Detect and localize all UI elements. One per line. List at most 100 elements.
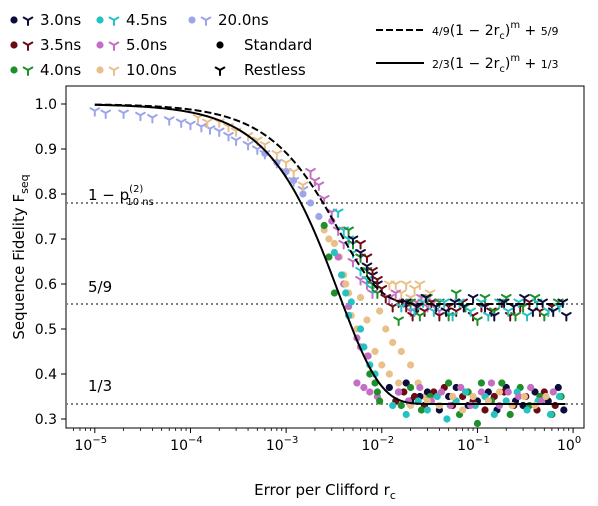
point-standard-5.0ns-140	[495, 401, 504, 410]
point-standard-10.0ns-31	[363, 316, 371, 324]
ref-label-p10ns: 1 − p(2) 10 ns	[88, 184, 154, 208]
point-standard-10.0ns-32	[371, 347, 379, 356]
point-standard-20.0ns-5	[306, 199, 315, 207]
point-restless-4.0ns-111	[450, 289, 462, 299]
point-standard-10.0ns-8	[325, 235, 333, 243]
point-restless-3.5ns-61	[355, 240, 366, 250]
point-restless-3.0ns-154	[547, 307, 559, 317]
point-restless-3.0ns-56	[347, 235, 359, 245]
point-restless-10.0ns-28	[271, 150, 283, 160]
x-tick-label-5: 100	[557, 435, 581, 454]
point-restless-20.0ns-10	[213, 127, 225, 137]
point-restless-4.5ns-122	[395, 303, 407, 313]
y-tick-label-5: 0.8	[35, 187, 57, 203]
y-tick-label-1: 0.4	[35, 367, 57, 383]
point-restless-3.0ns-141	[420, 294, 432, 304]
point-standard-3.5ns-87	[481, 406, 489, 414]
point-standard-10.0ns-149	[449, 392, 457, 401]
ref-label-5-9: 5/9	[88, 278, 112, 296]
y-tick-label-4: 0.7	[35, 232, 57, 248]
legend-label-4.0ns: 4.0ns	[40, 61, 81, 79]
point-standard-10.0ns-148	[435, 401, 443, 410]
point-standard-4.5ns-123	[490, 410, 498, 419]
point-standard-10.0ns-152	[484, 397, 492, 405]
point-standard-4.5ns-19	[337, 271, 346, 279]
point-restless-5.0ns-32	[305, 168, 316, 178]
x-tick-label-0: 10−5	[75, 435, 108, 454]
point-restless-10.0ns-30	[288, 168, 300, 178]
legend-dot-10.0ns	[96, 66, 104, 74]
point-restless-4.5ns-133	[502, 307, 514, 317]
point-restless-3.0ns-144	[449, 298, 461, 308]
legend-formula-dashed: 4/9(1 − 2rc)m + 5/9	[432, 20, 558, 42]
point-restless-20.0ns-11	[223, 132, 234, 142]
legend-label-4.5ns: 4.5ns	[126, 11, 167, 29]
point-standard-10.0ns-34	[385, 370, 393, 378]
y-tick-label-2: 0.5	[35, 322, 57, 338]
legend-dot-4.5ns	[96, 16, 104, 24]
legend-label-10.0ns: 10.0ns	[126, 61, 177, 79]
point-restless-3.0ns-152	[527, 307, 539, 317]
point-restless-3.0ns-139	[400, 298, 412, 308]
point-standard-3.0ns-77	[560, 406, 568, 414]
x-tick-label-4: 10−1	[457, 435, 490, 454]
point-restless-3.0ns-143	[440, 307, 452, 317]
y-tick-label-7: 1.0	[35, 97, 57, 113]
point-standard-4.5ns-54	[356, 325, 365, 333]
point-restless-20.0ns-4	[147, 114, 158, 124]
point-restless-10.0ns-29	[280, 159, 292, 169]
point-standard-4.5ns-21	[347, 298, 355, 306]
legend-dot-3.5ns	[10, 41, 18, 49]
point-restless-3.0ns-58	[361, 262, 373, 272]
point-restless-20.0ns-0	[89, 107, 101, 117]
point-restless-3.0ns-156	[560, 312, 572, 322]
point-restless-3.0ns-149	[498, 298, 510, 308]
point-standard-10.0ns-156	[531, 401, 539, 410]
point-restless-10.0ns-72	[414, 280, 426, 290]
point-restless-20.0ns-7	[185, 120, 196, 131]
point-standard-10.0ns-25	[342, 280, 350, 288]
point-restless-3.0ns-146	[467, 294, 479, 304]
point-standard-5.0ns-135	[446, 401, 454, 410]
point-standard-4.5ns-20	[342, 289, 350, 297]
point-restless-3.5ns-63	[367, 267, 378, 277]
point-standard-10.0ns-37	[382, 325, 390, 333]
legend-tri-5.0ns	[108, 41, 120, 51]
point-restless-4.5ns-135	[521, 312, 533, 322]
legend: 3.0ns 3.5ns 4.0ns 4.5ns 5.0ns 10.0ns 20.0ns Sta…	[10, 11, 558, 79]
y-axis-label: Sequence Fidelity Fseq	[10, 174, 31, 339]
legend-label-20.0ns: 20.0ns	[218, 11, 269, 29]
legend-label-restless: Restless	[244, 61, 306, 79]
legend-label-5.0ns: 5.0ns	[126, 36, 167, 54]
point-standard-4.5ns-114	[402, 410, 410, 419]
point-restless-4.0ns-105	[393, 316, 404, 326]
point-standard-4.0ns-106	[498, 379, 506, 387]
point-standard-5.0ns-48	[364, 352, 372, 360]
point-standard-4.0ns-23	[325, 253, 333, 261]
legend-label-standard: Standard	[244, 36, 312, 54]
x-tick-label-3: 10−2	[361, 435, 394, 454]
point-restless-4.5ns-127	[447, 312, 458, 322]
point-standard-5.0ns-143	[527, 383, 535, 392]
point-standard-10.0ns-151	[469, 392, 477, 401]
point-restless-20.0ns-5	[163, 116, 175, 126]
point-standard-4.5ns-113	[389, 401, 397, 410]
point-restless-4.5ns-126	[438, 298, 450, 308]
point-standard-3.0ns-74	[531, 388, 539, 396]
point-restless-5.0ns-34	[313, 181, 325, 191]
point-restless-20.0ns-3	[135, 111, 146, 122]
point-standard-3.0ns-76	[554, 383, 562, 392]
point-restless-4.0ns-50	[343, 226, 354, 236]
point-standard-5.0ns-142	[515, 392, 523, 401]
point-standard-10.0ns-35	[395, 379, 403, 387]
point-standard-4.5ns-128	[546, 410, 555, 419]
point-standard-3.5ns-79	[400, 388, 408, 396]
point-restless-10.0ns-69	[400, 280, 412, 290]
point-restless-3.5ns-64	[372, 276, 383, 286]
point-standard-10.0ns-40	[406, 361, 415, 369]
point-restless-3.0ns-57	[355, 249, 366, 259]
point-standard-10.0ns-30	[356, 293, 365, 302]
reference-labels: 1 − p(2) 10 ns 5/9 1/3	[88, 184, 154, 395]
point-standard-10.0ns-157	[542, 392, 550, 401]
point-restless-10.0ns-31	[297, 181, 309, 191]
